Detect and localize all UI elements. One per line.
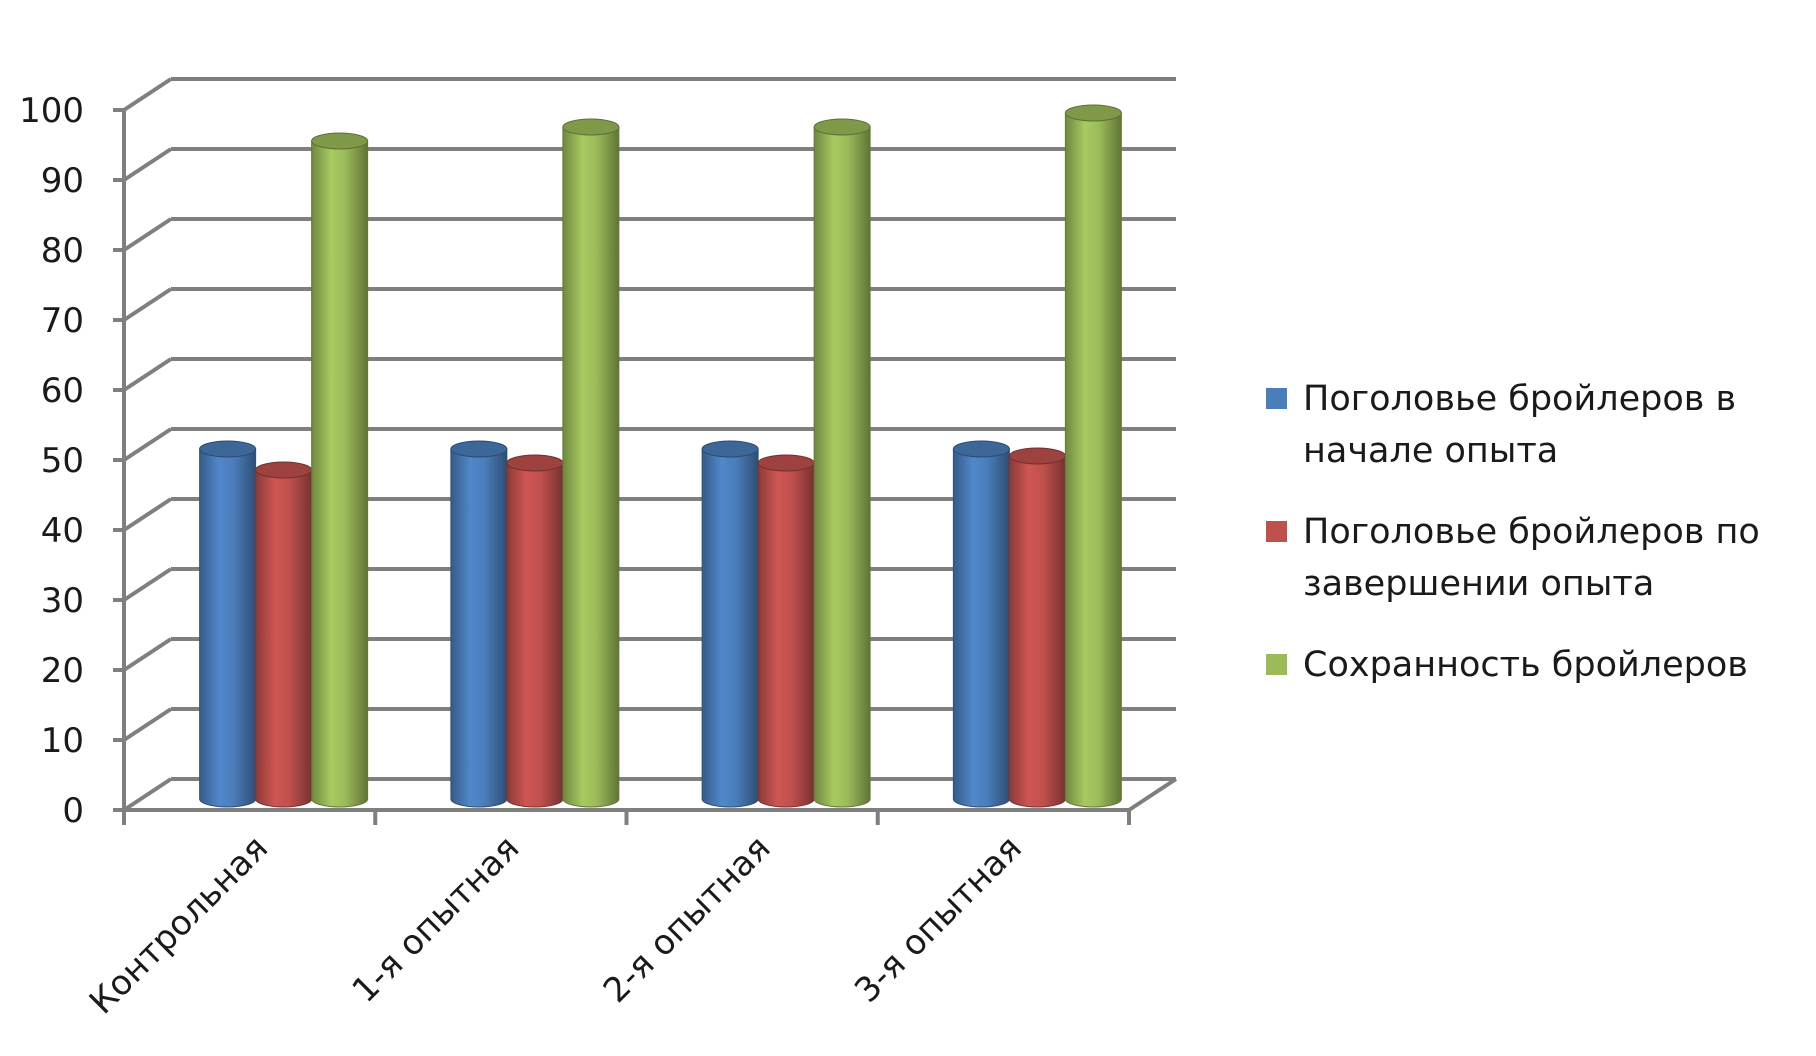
- y-tick-label-50: 50: [41, 441, 84, 481]
- bar-2-1: [562, 126, 620, 808]
- bar-2-0: [311, 140, 369, 808]
- bar-top-1-3: [1008, 447, 1066, 465]
- floor-right-edge: [1127, 777, 1178, 812]
- bar-top-2-3: [1064, 104, 1122, 122]
- x-tick-label-2: 2-я опытная: [596, 828, 779, 1011]
- bar-top-2-1: [562, 118, 620, 136]
- legend-swatch-safety: [1266, 654, 1287, 675]
- y-tick-label-20: 20: [41, 651, 84, 691]
- legend-item-safety: Сохранность бройлеров: [1263, 639, 1803, 691]
- y-tick-label-10: 10: [41, 721, 84, 761]
- legend-swatch-end: [1266, 521, 1287, 542]
- gridline-left-60: [122, 357, 173, 392]
- bar-0-0: [199, 448, 257, 808]
- bar-top-2-0: [311, 132, 369, 150]
- bar-0-1: [450, 448, 508, 808]
- bar-2-2: [813, 126, 871, 808]
- y-tick-label-60: 60: [41, 371, 84, 411]
- y-tick-label-80: 80: [41, 231, 84, 271]
- gridline-left-100: [122, 77, 173, 112]
- gridline-left-0: [122, 777, 173, 812]
- x-tick-label-3: 3-я опытная: [847, 828, 1030, 1011]
- bar-1-0: [255, 469, 313, 808]
- legend-item-start: Поголовье бройлеров в начале опыта: [1263, 373, 1803, 477]
- y-tick-label-30: 30: [41, 581, 84, 621]
- x-tick-label-1: 1-я опытная: [345, 828, 528, 1011]
- gridline-left-40: [122, 497, 173, 532]
- gridline-left-70: [122, 287, 173, 322]
- gridline-left-30: [122, 567, 173, 602]
- bar-top-0-2: [701, 440, 759, 458]
- legend-label-safety: Сохранность бройлеров: [1303, 645, 1748, 685]
- bar-2-3: [1064, 112, 1122, 808]
- legend-label-start: Поголовье бройлеров в начале опыта: [1303, 379, 1737, 471]
- bar-0-2: [701, 448, 759, 808]
- bar-top-2-2: [813, 118, 871, 136]
- gridline-left-80: [122, 217, 173, 252]
- bar-top-0-0: [199, 440, 257, 458]
- gridline-left-90: [122, 147, 173, 182]
- bar-0-3: [952, 448, 1010, 808]
- y-tick-label-100: 100: [19, 91, 84, 131]
- bar-top-1-1: [506, 454, 564, 472]
- bar-1-1: [506, 462, 564, 808]
- legend-swatch-start: [1266, 388, 1287, 409]
- bar-1-2: [757, 462, 815, 808]
- gridline-left-50: [122, 427, 173, 462]
- bar-top-1-2: [757, 454, 815, 472]
- gridline-left-20: [122, 637, 173, 672]
- bar-1-3: [1008, 455, 1066, 808]
- y-tick-label-70: 70: [41, 301, 84, 341]
- y-tick-label-90: 90: [41, 161, 84, 201]
- y-tick-label-40: 40: [41, 511, 84, 551]
- gridline-left-10: [122, 707, 173, 742]
- x-tick-label-0: Контрольная: [82, 828, 276, 1022]
- legend: Поголовье бройлеров в начале опыта Погол…: [1263, 373, 1803, 720]
- bar-top-1-0: [255, 461, 313, 479]
- legend-label-end: Поголовье бройлеров по завершении опыта: [1303, 512, 1760, 604]
- legend-item-end: Поголовье бройлеров по завершении опыта: [1263, 506, 1803, 610]
- bar-top-0-1: [450, 440, 508, 458]
- y-tick-label-0: 0: [62, 791, 84, 831]
- bar-top-0-3: [952, 440, 1010, 458]
